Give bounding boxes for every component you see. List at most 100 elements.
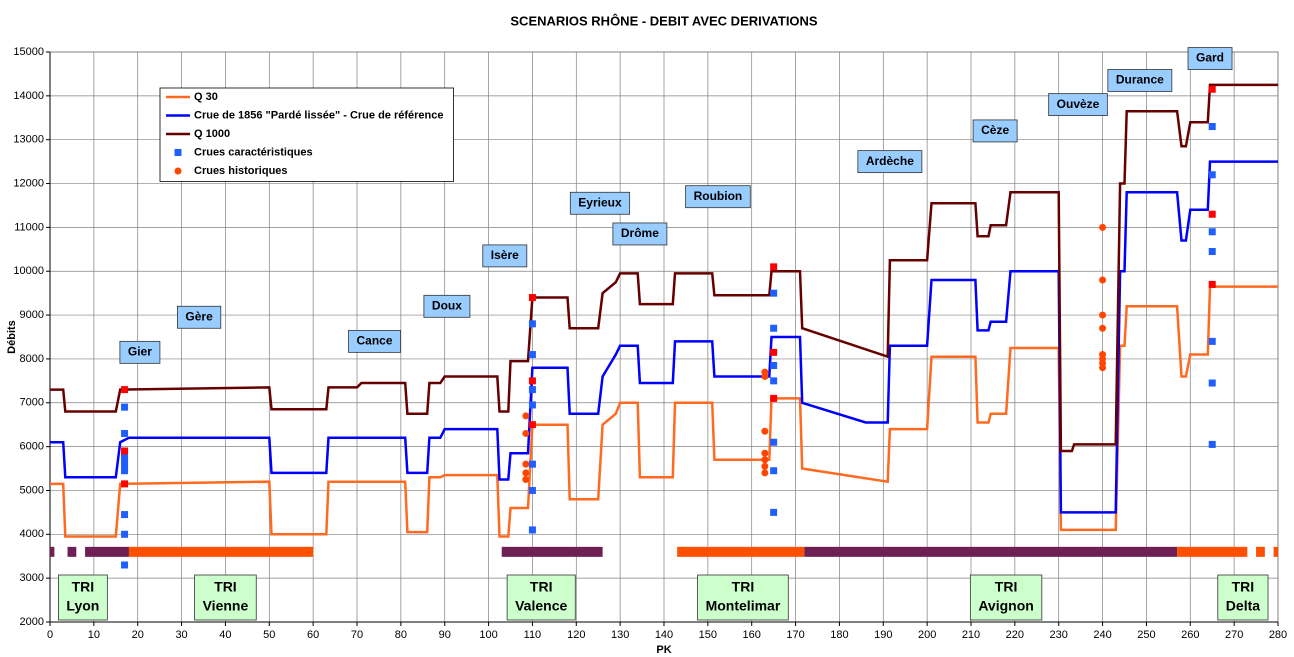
x-tick-label: 30 <box>175 629 187 641</box>
point <box>121 460 129 468</box>
annotation-label: Drôme <box>621 226 659 240</box>
legend-swatch <box>174 149 182 156</box>
x-tick-label: 60 <box>307 629 319 641</box>
annotation: Ardèche <box>857 150 923 174</box>
point <box>121 467 129 475</box>
point <box>770 289 778 297</box>
point <box>522 460 530 468</box>
band <box>1273 546 1278 557</box>
annotation-box <box>1187 47 1233 70</box>
annotation-label: Gard <box>1196 51 1224 65</box>
zone: TRI Avignon <box>969 574 1043 621</box>
annotation-box <box>177 305 222 329</box>
annotation-label: Gier <box>128 345 152 359</box>
x-tick-label: 280 <box>1269 629 1287 641</box>
band <box>1177 546 1248 557</box>
zone-box <box>969 574 1043 621</box>
legend-label: Crues caractéristiques <box>194 146 313 158</box>
zone-label: Lyon <box>66 598 99 614</box>
annotation-box <box>482 244 528 268</box>
zone-box <box>58 574 108 621</box>
legend-label: Crue de 1856 "Pardé lissée" - Crue de ré… <box>194 109 444 121</box>
legend-swatch <box>174 167 182 175</box>
x-tick-label: 240 <box>1093 629 1111 641</box>
x-tick-label: 20 <box>132 629 144 641</box>
zone-label: Vienne <box>203 598 249 614</box>
x-tick-label: 40 <box>219 629 231 641</box>
chart-title: SCENARIOS RHÔNE - DEBIT AVEC DERIVATIONS <box>510 13 818 28</box>
y-tick-label: 6000 <box>20 441 44 453</box>
x-tick-label: 130 <box>611 629 629 641</box>
y-tick-label: 2000 <box>20 616 44 628</box>
band <box>501 546 603 557</box>
annotation: Drôme <box>612 222 668 246</box>
annotation-box <box>119 340 161 364</box>
point <box>522 429 530 437</box>
point <box>522 469 530 477</box>
x-tick-label: 90 <box>439 629 451 641</box>
annotation: Roubion <box>685 185 751 209</box>
x-tick-label: 160 <box>743 629 761 641</box>
point <box>528 486 536 494</box>
annotation: Gier <box>119 340 161 364</box>
annotation-box <box>685 185 751 209</box>
point <box>528 320 536 328</box>
zone-box <box>506 574 576 621</box>
point <box>528 386 536 394</box>
point <box>1099 324 1107 332</box>
point <box>1208 210 1216 218</box>
point <box>522 476 530 483</box>
band <box>50 546 55 557</box>
annotation-label: Eyrieux <box>578 195 622 209</box>
band <box>677 546 805 557</box>
x-tick-label: 220 <box>1006 629 1024 641</box>
point <box>1208 337 1216 345</box>
y-tick-label: 14000 <box>13 90 44 102</box>
point <box>770 467 778 475</box>
point <box>1099 223 1107 231</box>
annotation: Cance <box>348 329 401 353</box>
band <box>804 546 1178 557</box>
annotation-box <box>423 294 471 318</box>
annotation-box <box>569 191 631 215</box>
zone: TRI Lyon <box>58 574 108 621</box>
legend-box <box>159 87 454 182</box>
annotation-label: Durance <box>1116 73 1164 87</box>
zone-label: Valence <box>515 598 567 614</box>
band <box>67 546 77 557</box>
point <box>522 412 530 420</box>
x-tick-label: 230 <box>1050 629 1068 641</box>
point <box>121 429 129 437</box>
annotation-label: Cance <box>357 334 393 348</box>
annotation: Cèze <box>972 119 1018 143</box>
x-tick-label: 110 <box>524 629 542 641</box>
x-tick-label: 250 <box>1137 629 1155 641</box>
point <box>121 386 129 394</box>
zone-box <box>194 574 257 621</box>
band <box>85 546 129 557</box>
annotation: Gard <box>1187 47 1233 70</box>
point <box>770 324 778 332</box>
x-tick-label: 120 <box>567 629 585 641</box>
zone-label: TRI <box>214 579 237 595</box>
point <box>1099 364 1107 372</box>
point <box>121 480 129 488</box>
point <box>1208 228 1216 236</box>
zone: TRI Delta <box>1217 574 1269 621</box>
y-axis-label: Débits <box>6 320 18 354</box>
x-tick-label: 100 <box>479 629 497 641</box>
point <box>770 508 778 516</box>
annotation-label: Isère <box>491 248 519 262</box>
y-tick-label: 9000 <box>20 309 44 321</box>
point <box>1208 440 1216 448</box>
point <box>528 294 536 302</box>
annotation-box <box>972 119 1018 143</box>
point <box>770 394 778 402</box>
legend-label: Q 1000 <box>194 128 230 140</box>
x-tick-label: 0 <box>47 629 53 641</box>
zone-box <box>697 574 789 621</box>
y-tick-label: 12000 <box>13 177 44 189</box>
y-tick-label: 13000 <box>13 134 44 146</box>
point <box>761 427 769 435</box>
